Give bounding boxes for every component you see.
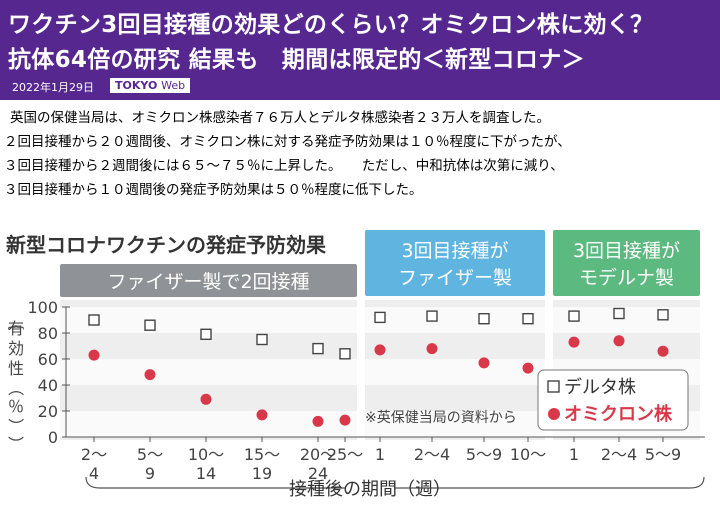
x-tick-label: 10～ [188, 445, 224, 464]
y-axis-label-char: 効 [8, 339, 24, 358]
x-tick-label: 9 [145, 464, 155, 483]
omicron-point [522, 362, 534, 374]
article-line: ３回目接種から１０週間後の発症予防効果は５０％程度に低下した。 [4, 182, 423, 198]
delta-point [374, 311, 386, 324]
omicron-point [256, 409, 268, 421]
x-axis-label: 接種後の期間（週） [289, 479, 451, 500]
delta-point [568, 310, 580, 322]
x-tick-label: 5～9 [645, 445, 681, 464]
x-tick-label: 2～ [81, 445, 107, 464]
delta-point [144, 319, 156, 331]
omicron-point [426, 343, 438, 355]
y-axis-label-bracket: ︶ [8, 435, 24, 454]
x-tick-label: 4 [89, 464, 99, 483]
panel-header-label: 3回目接種が [401, 240, 508, 262]
omicron-point [568, 336, 580, 348]
y-axis-label-char: ％ [8, 397, 24, 416]
x-tick-label: 5～9 [466, 445, 502, 464]
delta-point [478, 312, 490, 325]
y-axis-label-bracket: ｛ [6, 314, 25, 330]
x-tick-label: 2～4 [414, 445, 450, 464]
source-note: ※英保健当局の資料から [365, 409, 517, 426]
y-axis-label-char: （ [6, 380, 25, 396]
y-tick-label: 80 [38, 324, 58, 343]
delta-point [256, 333, 268, 346]
omicron-point [200, 393, 212, 405]
chart-grid-band [60, 359, 357, 385]
y-tick-label: 100 [27, 298, 58, 317]
omicron-point [657, 345, 669, 357]
chart-grid-band [60, 411, 357, 437]
panel-header-label: ファイザー製で2回接種 [107, 271, 309, 293]
panel-header [60, 264, 357, 297]
omicron-point [88, 349, 100, 361]
y-tick-label: 40 [38, 376, 58, 395]
article-line: 英国の保健当局は、オミクロン株感染者７６万人とデルタ株感染者２３万人を調査した。 [10, 110, 550, 126]
x-tick-label: 24 [308, 464, 328, 483]
y-tick-label: 20 [38, 402, 58, 421]
article-line: ３回目接種から２週間後には６５～７５％に上昇した。 ただし、中和抗体は次第に減り… [4, 158, 564, 174]
tokyo-web-logo[interactable]: TOKYO Web [110, 78, 191, 93]
x-tick-label: 19 [252, 464, 272, 483]
legend-delta-marker [547, 380, 560, 393]
brand-name: TOKYO [115, 79, 158, 92]
omicron-point [339, 414, 351, 426]
x-tick-label: 10～ [510, 445, 546, 464]
y-tick-label: 60 [38, 350, 58, 369]
delta-point [88, 314, 100, 326]
delta-point [657, 309, 669, 321]
x-tick-label: 14 [196, 464, 216, 483]
legend-delta-label: デルタ株 [564, 377, 636, 398]
delta-point [522, 312, 534, 325]
x-tick-label: 20～ [300, 445, 336, 464]
panel-header [553, 230, 700, 296]
x-tick-label: 1 [569, 445, 579, 464]
x-tick-label: 15～ [244, 445, 280, 464]
chart-title: 新型コロナワクチンの発症予防効果 [6, 233, 326, 257]
y-axis-label-char: 性 [8, 359, 24, 378]
publish-date: 2022年1月29日 [12, 81, 94, 94]
legend-box [537, 369, 689, 431]
header-banner: ワクチン3回目接種の効果どのくらい？オミクロン株に効く？ 抗体64倍の研究 結果… [0, 0, 720, 100]
panel-header [365, 230, 545, 296]
omicron-point [613, 335, 625, 347]
x-tick-label: 2～4 [601, 445, 637, 464]
delta-point [613, 307, 625, 320]
y-tick-label: 0 [48, 428, 58, 447]
delta-point [312, 342, 324, 355]
headline-line-1: ワクチン3回目接種の効果どのくらい？オミクロン株に効く？ [8, 12, 654, 38]
legend-omicron-marker [548, 408, 560, 420]
panel-header-label: モデルナ製 [579, 267, 674, 289]
x-axis-bracket [85, 476, 705, 489]
omicron-point [144, 369, 156, 381]
x-tick-label: 5～ [137, 445, 163, 464]
y-axis-label-char: 有 [8, 319, 24, 338]
omicron-point [374, 344, 386, 356]
omicron-point [478, 357, 490, 369]
vaccine-effectiveness-chart: 新型コロナワクチンの発症予防効果ファイザー製で2回接種3回目接種がファイザー製3… [6, 230, 705, 500]
headline-line-2: 抗体64倍の研究 結果も 期間は限定的＜新型コロナ＞ [8, 47, 585, 73]
x-tick-label: 25～ [327, 445, 363, 464]
panel-header-label: ファイザー製 [398, 267, 512, 289]
chart-grid-band [365, 359, 545, 385]
delta-point [426, 310, 438, 322]
panel-header-label: 3回目接種が [573, 240, 680, 262]
delta-point [339, 348, 351, 360]
chart-grid-band [365, 411, 545, 437]
delta-point [200, 328, 212, 341]
omicron-point [312, 415, 324, 427]
y-axis-label-char: ） [6, 418, 25, 434]
x-tick-label: 1 [375, 445, 385, 464]
chart-grid-band [365, 307, 545, 333]
brand-suffix: Web [161, 79, 186, 92]
article-line: ２回目接種から２０週間後、オミクロン株に対する発症予防効果は１０％程度に下がった… [4, 134, 571, 150]
legend-omicron-label: オミクロン株 [564, 403, 673, 425]
